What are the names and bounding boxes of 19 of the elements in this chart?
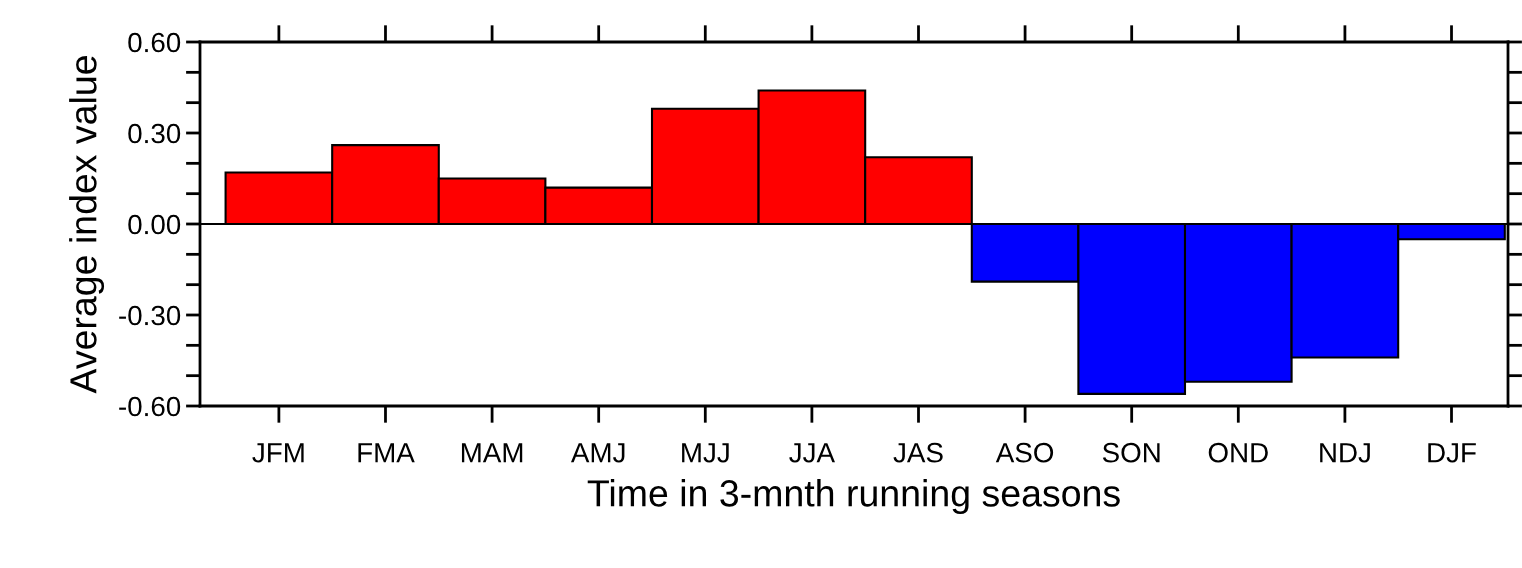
x-tick-label: MAM	[461, 443, 523, 463]
x-tick-label: JAS	[893, 442, 943, 463]
x-tick-label: ASO	[995, 442, 1054, 463]
x-tick-label: JFM	[252, 443, 304, 463]
x-axis-title: Time in 3-mnth running seasons	[587, 479, 1120, 515]
y-tick-label: 0.60	[128, 32, 181, 53]
x-tick-label: DJF	[1428, 443, 1476, 463]
x-tick-label: OND	[1208, 442, 1268, 463]
y-tick-label: 0.30	[128, 123, 181, 144]
x-tick-label: MJJ	[682, 443, 729, 463]
x-tick-label: FMA	[358, 443, 415, 463]
x-tick-label: JJA	[789, 443, 835, 463]
x-tick-label: AMJ	[570, 443, 625, 463]
y-tick-label: 0.00	[128, 214, 181, 235]
y-tick-label: -0.30	[119, 305, 181, 326]
x-tick-label: NDJ	[1320, 443, 1370, 463]
y-axis-title: Average index value	[69, 56, 105, 394]
x-tick-label: SON	[1102, 442, 1160, 463]
y-tick-label: -0.60	[119, 396, 181, 417]
